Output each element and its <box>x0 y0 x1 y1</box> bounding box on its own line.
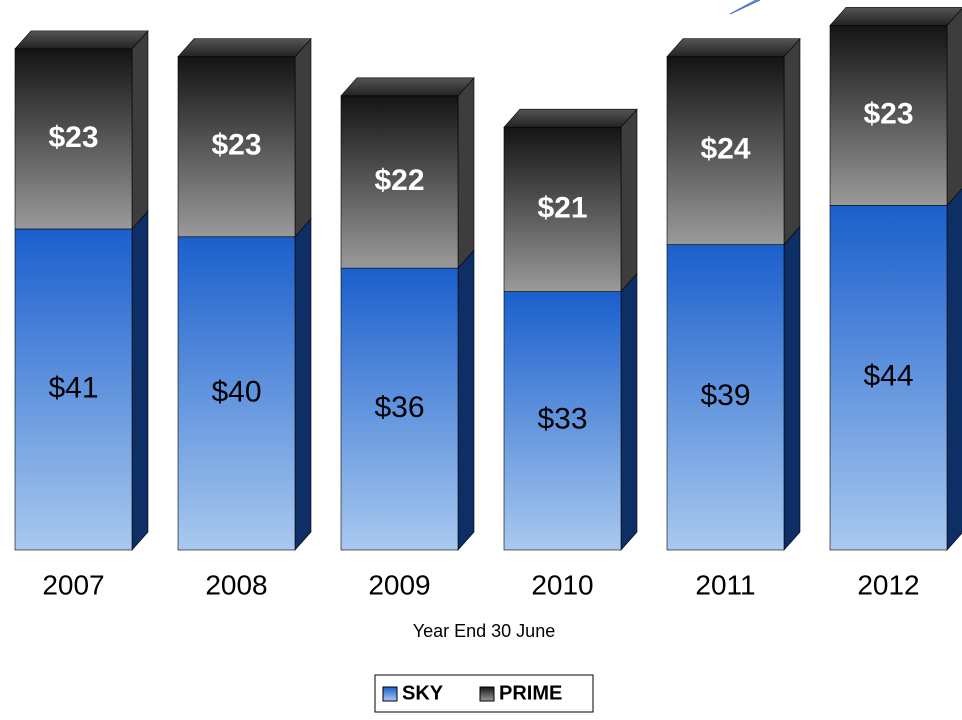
bar-side-shade <box>947 8 962 206</box>
bar-side-shade <box>295 38 311 237</box>
bar-side-shade <box>784 38 800 245</box>
bar <box>177 56 296 238</box>
bar <box>503 291 622 551</box>
x-tick-label: 2008 <box>205 569 267 600</box>
legend-swatch <box>382 686 398 702</box>
value-label: $33 <box>537 403 587 436</box>
bar-side-shade <box>132 30 148 229</box>
bar <box>340 95 459 269</box>
value-label: $23 <box>863 97 913 130</box>
bar-side-shade <box>458 250 474 550</box>
value-label: $23 <box>48 121 98 154</box>
value-label: $40 <box>211 375 261 408</box>
bar-side-shade <box>295 218 311 551</box>
bar-side-shade <box>458 77 474 269</box>
bar-top <box>177 38 312 58</box>
bar-top <box>503 108 638 128</box>
bar-side-shade <box>132 210 148 550</box>
value-label: $41 <box>48 371 98 404</box>
decor-arrow <box>729 0 761 15</box>
bar-top <box>666 38 801 58</box>
x-tick-label: 2012 <box>857 569 919 600</box>
value-label: $39 <box>700 379 750 412</box>
bar <box>14 48 133 230</box>
bar-top <box>340 77 475 97</box>
value-label: $44 <box>863 360 913 393</box>
x-tick-label: 2011 <box>695 569 755 600</box>
value-label: $21 <box>537 191 587 224</box>
bar <box>503 126 622 292</box>
bar <box>177 236 296 551</box>
x-axis-label: Year End 30 June <box>413 621 555 641</box>
bar-top <box>829 7 962 26</box>
bar-side-shade <box>784 226 800 550</box>
bar-side-shade <box>621 109 637 292</box>
x-tick-label: 2010 <box>531 569 593 600</box>
bar <box>666 244 785 551</box>
value-label: $23 <box>211 129 261 162</box>
bar <box>666 56 785 245</box>
bar-side-shade <box>947 188 962 550</box>
value-label: $22 <box>374 164 424 197</box>
bar-top <box>14 30 149 50</box>
legend-swatch <box>479 686 495 702</box>
legend-label: PRIME <box>499 682 562 704</box>
legend-label: SKY <box>402 682 444 704</box>
bar-side-shade <box>621 273 637 550</box>
x-tick-label: 2009 <box>368 569 430 600</box>
bar <box>829 205 948 551</box>
bar <box>829 25 948 206</box>
value-label: $24 <box>700 133 750 166</box>
value-label: $36 <box>374 391 424 424</box>
x-tick-label: 2007 <box>42 569 104 600</box>
bar <box>14 228 133 551</box>
